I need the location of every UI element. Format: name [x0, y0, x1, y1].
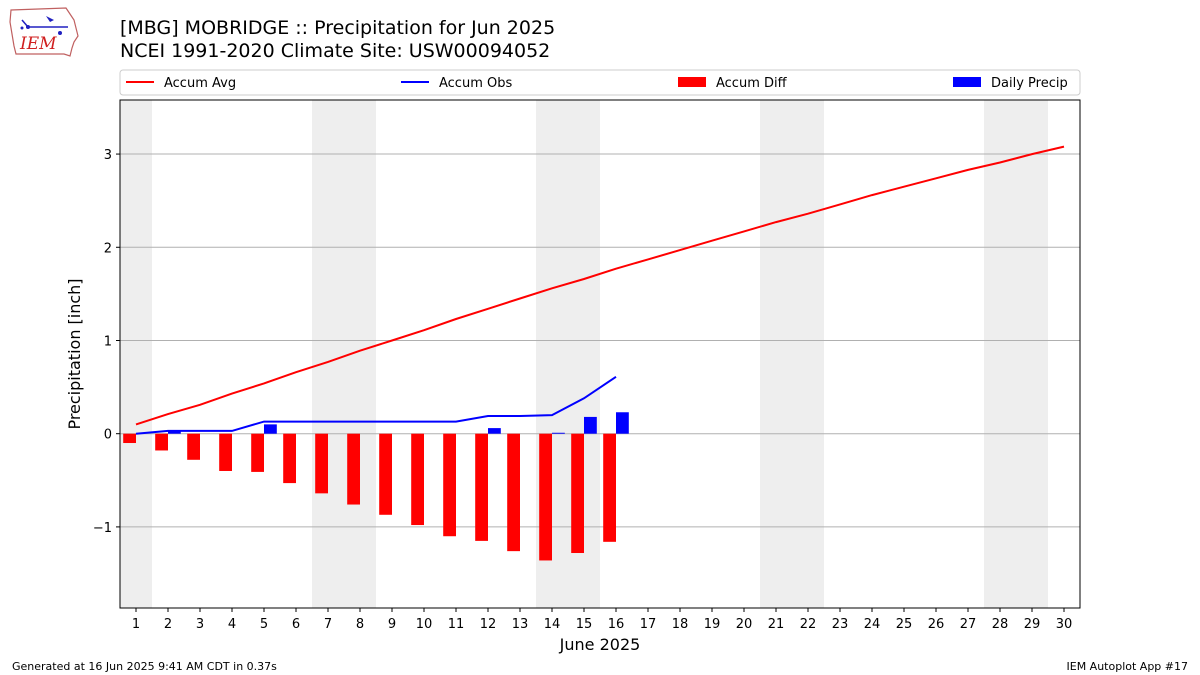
- x-tick-label: 17: [640, 617, 657, 632]
- y-axis-label: Precipitation [inch]: [65, 278, 84, 429]
- accum-diff-bar: [571, 433, 584, 554]
- x-tick-label: 15: [576, 617, 593, 632]
- accum-diff-bar: [219, 433, 232, 471]
- weekend-band: [984, 100, 1048, 608]
- x-tick-label: 4: [228, 617, 236, 632]
- accum-diff-bar: [315, 433, 328, 494]
- accum-diff-bar: [507, 433, 520, 552]
- x-tick-label: 16: [608, 617, 625, 632]
- footer-generated: Generated at 16 Jun 2025 9:41 AM CDT in …: [12, 660, 277, 673]
- x-tick-label: 25: [896, 617, 913, 632]
- x-tick-label: 5: [260, 617, 268, 632]
- daily-precip-bar: [168, 430, 181, 434]
- x-tick-label: 21: [768, 617, 785, 632]
- accum-diff-bar: [155, 433, 168, 451]
- plot-frame: [119, 99, 1081, 609]
- accum-diff-bar: [251, 433, 264, 472]
- legend-accum-diff-swatch: [678, 77, 706, 87]
- daily-precip-bar: [552, 432, 565, 434]
- accum-diff-bar: [379, 433, 392, 515]
- accum-diff-bar: [411, 433, 424, 526]
- x-tick-label: 10: [416, 617, 433, 632]
- x-tick-label: 9: [388, 617, 396, 632]
- accum-diff-bar: [123, 433, 136, 444]
- x-tick-label: 22: [800, 617, 817, 632]
- y-tick-label: −1: [93, 521, 112, 536]
- daily-precip-bar: [264, 424, 277, 434]
- accum-diff-bar: [443, 433, 456, 537]
- weekend-band: [312, 100, 376, 608]
- x-tick-label: 1: [132, 617, 140, 632]
- x-tick-label: 23: [832, 617, 849, 632]
- iowa-state-logo-icon: [9, 7, 79, 57]
- x-tick-label: 28: [992, 617, 1009, 632]
- x-tick-label: 30: [1056, 617, 1073, 632]
- x-tick-label: 24: [864, 617, 881, 632]
- x-tick-label: 12: [480, 617, 497, 632]
- x-axis-label: June 2025: [559, 635, 641, 654]
- y-tick-label: 0: [104, 428, 112, 443]
- legend-box: [119, 69, 1081, 96]
- chart-subtitle: NCEI 1991-2020 Climate Site: USW00094052: [120, 40, 551, 62]
- iem-logo: IEM: [8, 6, 82, 64]
- y-tick-label: 3: [104, 148, 112, 163]
- legend-daily-precip-swatch: [953, 77, 981, 87]
- x-tick-label: 6: [292, 617, 300, 632]
- legend-daily-precip-label: Daily Precip: [991, 76, 1068, 91]
- x-tick-label: 18: [672, 617, 689, 632]
- accum-avg-line: [135, 145, 1065, 426]
- x-tick-label: 27: [960, 617, 977, 632]
- legend-accum-diff-label: Accum Diff: [716, 76, 788, 91]
- daily-precip-bar: [616, 412, 629, 434]
- logo-text: IEM: [20, 34, 57, 54]
- legend-accum-avg-label: Accum Avg: [164, 76, 236, 91]
- x-tick-label: 26: [928, 617, 945, 632]
- x-tick-label: 8: [356, 617, 364, 632]
- accum-diff-bar: [475, 433, 488, 541]
- x-tick-label: 2: [164, 617, 172, 632]
- x-tick-label: 7: [324, 617, 332, 632]
- x-tick-label: 11: [448, 617, 465, 632]
- chart-title: [MBG] MOBRIDGE :: Precipitation for Jun …: [120, 17, 556, 39]
- y-tick-label: 2: [104, 241, 112, 256]
- accum-obs-line: [135, 375, 617, 435]
- weekend-band: [760, 100, 824, 608]
- daily-precip-bar: [488, 428, 501, 434]
- daily-precip-bar: [584, 416, 597, 434]
- x-tick-label: 19: [704, 617, 721, 632]
- x-tick-label: 29: [1024, 617, 1041, 632]
- accum-diff-bar: [603, 433, 616, 542]
- accum-diff-bar: [539, 433, 552, 561]
- legend-accum-obs-label: Accum Obs: [439, 76, 512, 91]
- weekend-band: [120, 100, 152, 608]
- accum-diff-bar: [283, 433, 296, 484]
- x-tick-label: 14: [544, 617, 561, 632]
- x-tick-label: 20: [736, 617, 753, 632]
- accum-diff-bar: [347, 433, 360, 505]
- y-tick-label: 1: [104, 334, 112, 349]
- x-tick-label: 13: [512, 617, 529, 632]
- footer-app: IEM Autoplot App #17: [1066, 660, 1189, 673]
- x-tick-label: 3: [196, 617, 204, 632]
- accum-diff-bar: [187, 433, 200, 460]
